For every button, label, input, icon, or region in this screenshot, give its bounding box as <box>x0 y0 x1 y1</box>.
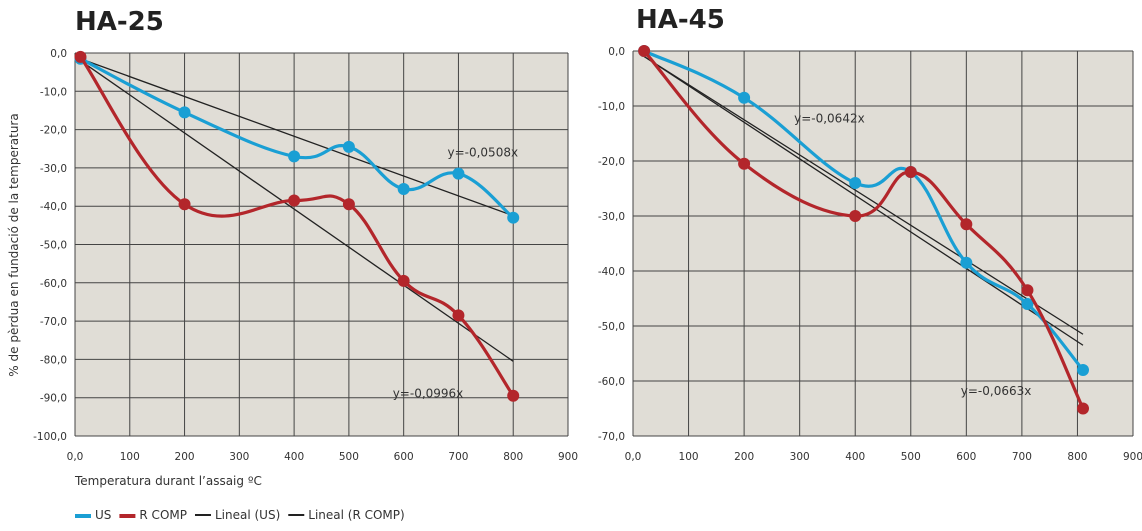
y-tick-label: -40,0 <box>40 201 67 213</box>
legend-swatch <box>288 514 305 516</box>
trendline-r-comp <box>643 55 1084 346</box>
x-tick-label: 500 <box>339 451 359 463</box>
data-point-us <box>288 150 301 163</box>
data-point-us <box>397 182 410 195</box>
data-point-us <box>452 167 465 180</box>
legend-label: US <box>95 508 111 522</box>
x-tick-label: 800 <box>503 451 523 463</box>
x-axis-label: Temperatura durant l’assaig ºC <box>74 474 262 488</box>
x-tick-label: 700 <box>1012 451 1032 463</box>
trendline-us <box>643 55 1084 335</box>
data-point-r-comp <box>849 210 862 222</box>
data-point-us <box>960 256 973 269</box>
y-tick-label: -80,0 <box>40 354 67 366</box>
y-tick-label: 0,0 <box>608 46 625 58</box>
legend-swatch <box>194 514 211 516</box>
x-tick-label: 0,0 <box>625 451 642 463</box>
data-point-r-comp <box>1077 402 1089 415</box>
x-tick-label: 800 <box>1067 451 1087 463</box>
data-point-r-comp <box>507 389 520 402</box>
data-point-r-comp <box>904 166 917 178</box>
y-tick-label: -60,0 <box>40 278 67 290</box>
y-tick-label: -20,0 <box>40 125 67 137</box>
plot-area <box>633 51 1133 436</box>
x-tick-label: 0,0 <box>67 451 84 463</box>
y-tick-label: -10,0 <box>598 101 625 113</box>
chart-title: HA-25 <box>75 7 164 37</box>
data-point-r-comp <box>397 274 410 287</box>
x-tick-label: 400 <box>845 451 865 463</box>
x-tick-label: 400 <box>284 451 304 463</box>
data-point-us <box>1021 298 1034 310</box>
y-tick-label: -70,0 <box>40 316 67 328</box>
data-point-us <box>849 177 862 189</box>
data-point-r-comp <box>960 218 973 231</box>
data-point-r-comp <box>738 157 751 170</box>
data-point-us <box>1077 364 1089 376</box>
data-point-r-comp <box>74 50 87 63</box>
y-axis-label: % de pèrdua en fundació de la temperatur… <box>7 113 21 376</box>
chart-ha-45: HA-45 0,0 -10,0 -20,0 -30,0 -40,0 -50,0 -60,0 -7… <box>598 5 1142 463</box>
x-tick-label: 200 <box>175 451 195 463</box>
data-point-r-comp <box>288 194 301 207</box>
x-tick-label: 700 <box>448 451 468 463</box>
legend: US R COMP Lineal (US) Lineal (R COMP) <box>75 508 405 522</box>
data-point-us <box>342 140 355 153</box>
data-point-r-comp <box>342 198 355 211</box>
legend-swatch <box>119 514 136 518</box>
y-tick-label: -100,0 <box>33 431 67 443</box>
equation-label: y=-0,0642x <box>794 112 865 126</box>
data-point-r-comp <box>452 309 465 322</box>
x-tick-label: 500 <box>901 451 921 463</box>
legend-label: R COMP <box>139 508 187 522</box>
y-tick-label: -70,0 <box>598 431 625 443</box>
y-tick-label: -50,0 <box>40 240 67 252</box>
x-tick-label: 200 <box>734 451 754 463</box>
y-tick-label: -50,0 <box>598 321 625 333</box>
y-tick-label: -30,0 <box>598 211 625 223</box>
x-tick-label: 300 <box>790 451 810 463</box>
x-tick-label: 600 <box>956 451 976 463</box>
y-tick-label: -20,0 <box>598 156 625 168</box>
chart-ha-25: HA-25 0,0 -10,0 -20,0 -30,0 -40,0 -50,0 -60,0 -7… <box>7 7 578 488</box>
equation-label: y=-0,0996x <box>393 387 464 401</box>
legend-label: Lineal (R COMP) <box>308 508 404 522</box>
y-tick-label: 0,0 <box>50 48 67 60</box>
x-tick-label: 100 <box>120 451 140 463</box>
x-tick-label: 100 <box>679 451 699 463</box>
data-point-us <box>178 106 191 119</box>
x-tick-label: 900 <box>1123 451 1142 463</box>
y-tick-label: -30,0 <box>40 163 67 175</box>
x-tick-label: 900 <box>558 451 578 463</box>
x-tick-label: 300 <box>229 451 249 463</box>
data-point-r-comp <box>178 198 191 211</box>
data-point-us <box>507 211 520 224</box>
chart-title: HA-45 <box>636 5 725 35</box>
trendline-us <box>80 58 514 217</box>
data-point-r-comp <box>638 45 651 57</box>
x-tick-label: 600 <box>394 451 414 463</box>
legend-swatch <box>75 514 91 518</box>
y-tick-label: -40,0 <box>598 266 625 278</box>
y-tick-label: -90,0 <box>40 393 67 405</box>
trendline-r-comp <box>80 60 514 362</box>
data-point-us <box>738 91 751 104</box>
equation-label: y=-0,0663x <box>961 384 1032 398</box>
legend-label: Lineal (US) <box>215 508 280 522</box>
equation-label: y=-0,0508x <box>447 145 518 159</box>
y-tick-label: -60,0 <box>598 376 625 388</box>
y-tick-label: -10,0 <box>40 86 67 98</box>
data-point-r-comp <box>1021 284 1034 297</box>
